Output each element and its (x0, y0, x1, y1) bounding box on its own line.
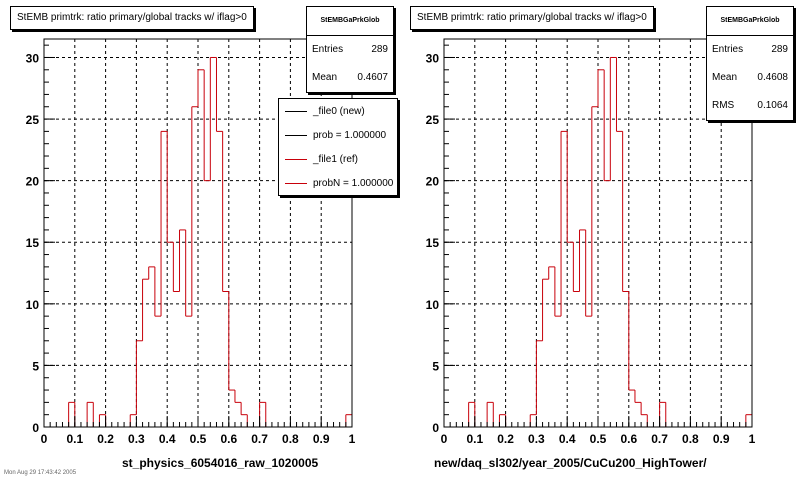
y-tick-label: 20 (426, 175, 440, 189)
legend-line-swatch (285, 134, 307, 136)
x-tick-label: 0.7 (251, 432, 268, 446)
y-tick-label: 25 (426, 113, 440, 127)
plot-area-left: 0 0.1 0.2 0.3 0.4 0.5 0.6 0.7 0.8 0.9 105101520253… (26, 38, 356, 446)
stats-entries-value: 289 (371, 44, 388, 55)
x-tick-label: 0.7 (651, 432, 668, 446)
plot-title-right: StEMB primtrk: ratio primary/global trac… (410, 6, 654, 30)
legend-label: prob = 1.000000 (313, 129, 387, 141)
stats-mean-row-right: Mean 0.4608 (707, 64, 793, 92)
y-tick-label: 20 (26, 175, 40, 189)
stats-box-right: StEMBGaPrkGlob Entries 289 Mean 0.4608 R… (706, 6, 794, 121)
y-tick-label: 25 (26, 113, 40, 127)
plot-title-left: StEMB primtrk: ratio primary/global trac… (10, 6, 254, 30)
x-tick-label: 1 (349, 432, 356, 446)
stats-rms-row-right: RMS 0.1064 (707, 92, 793, 120)
stats-mean-row-left: Mean 0.4607 (307, 64, 393, 92)
x-axis-label-left: st_physics_6054016_raw_1020005 (122, 456, 319, 470)
legend-label: _file1 (ref) (313, 153, 359, 165)
x-tick-label: 0.5 (590, 432, 607, 446)
stats-mean-label: Mean (712, 72, 738, 83)
x-tick-label: 0.2 (497, 432, 514, 446)
y-tick-label: 15 (426, 236, 440, 250)
x-axis-label-right: new/daq_sl302/year_2005/CuCu200_HighTowe… (434, 456, 707, 470)
y-tick-label: 10 (426, 298, 440, 312)
stats-rms-value: 0.1064 (757, 100, 788, 111)
x-tick-label: 0 (441, 432, 448, 446)
stats-entries-label: Entries (312, 44, 344, 55)
x-tick-label: 0.4 (559, 432, 576, 446)
stats-entries-label: Entries (712, 44, 744, 55)
y-tick-label: 5 (432, 359, 439, 373)
x-tick-label: 0.3 (128, 432, 145, 446)
histogram-panel-right: 0 0.1 0.2 0.3 0.4 0.5 0.6 0.7 0.8 0.9 1 0 5 10 15 20 25 3… (400, 0, 800, 480)
stats-rms-label: RMS (712, 100, 735, 111)
x-tick-label: 0.6 (220, 432, 237, 446)
legend-line-swatch (285, 182, 307, 184)
x-tick-label: 0.6 (620, 432, 637, 446)
y-tick-label: 0 (432, 421, 439, 435)
stats-mean-label: Mean (312, 72, 338, 83)
x-tick-label: 0.8 (682, 432, 699, 446)
legend-entry: _file1 (ref) (279, 147, 397, 171)
stats-mean-value: 0.4607 (357, 72, 388, 83)
legend-line-swatch (285, 110, 307, 112)
legend-entry: prob = 1.000000 (279, 123, 397, 147)
x-tick-label: 0.9 (713, 432, 730, 446)
legend-entry: probN = 1.000000 (279, 171, 397, 195)
legend-line-swatch (285, 158, 307, 160)
stats-entries-row-right: Entries 289 (707, 36, 793, 64)
x-tick-label: 0.4 (159, 432, 176, 446)
legend-label: _file0 (new) (313, 105, 365, 117)
stats-box-left: StEMBGaPrkGlob Entries 289 Mean 0.4607 (306, 6, 394, 93)
y-tick-label: 15 (26, 236, 40, 250)
x-tick-label: 0.1 (466, 432, 483, 446)
x-tick-label: 0.5 (190, 432, 207, 446)
x-tick-label: 0.9 (313, 432, 330, 446)
x-tick-label: 0.2 (97, 432, 114, 446)
x-tick-label: 0.1 (66, 432, 83, 446)
stats-entries-row-left: Entries 289 (307, 36, 393, 64)
legend-entry: _file0 (new) (279, 99, 397, 123)
timestamp-footnote: Mon Aug 29 17:43:42 2005 (4, 470, 77, 476)
x-tick-label: 1 (749, 432, 756, 446)
legend-box: _file0 (new) prob = 1.000000 _file1 (ref… (278, 98, 398, 196)
y-tick-label: 30 (426, 51, 440, 65)
stats-mean-value: 0.4608 (757, 72, 788, 83)
x-tick-label: 0.3 (528, 432, 545, 446)
stats-entries-value: 289 (771, 44, 788, 55)
legend-label: probN = 1.000000 (313, 177, 394, 189)
x-tick-label: 0.8 (282, 432, 299, 446)
stats-name-right: StEMBGaPrkGlob (707, 7, 793, 36)
histogram-panel-left: 0 0.1 0.2 0.3 0.4 0.5 0.6 0.7 0.8 0.9 1 0 5 10 15 20 25 3… (10, 6, 398, 470)
y-tick-label: 5 (32, 359, 39, 373)
y-tick-label: 0 (32, 421, 39, 435)
y-tick-label: 30 (26, 51, 40, 65)
plot-area-right: 0 0.1 0.2 0.3 0.4 0.5 0.6 0.7 0.8 0.9 105101520253… (426, 38, 756, 446)
x-tick-label: 0 (41, 432, 48, 446)
stats-name-left: StEMBGaPrkGlob (307, 7, 393, 36)
y-tick-label: 10 (26, 298, 40, 312)
